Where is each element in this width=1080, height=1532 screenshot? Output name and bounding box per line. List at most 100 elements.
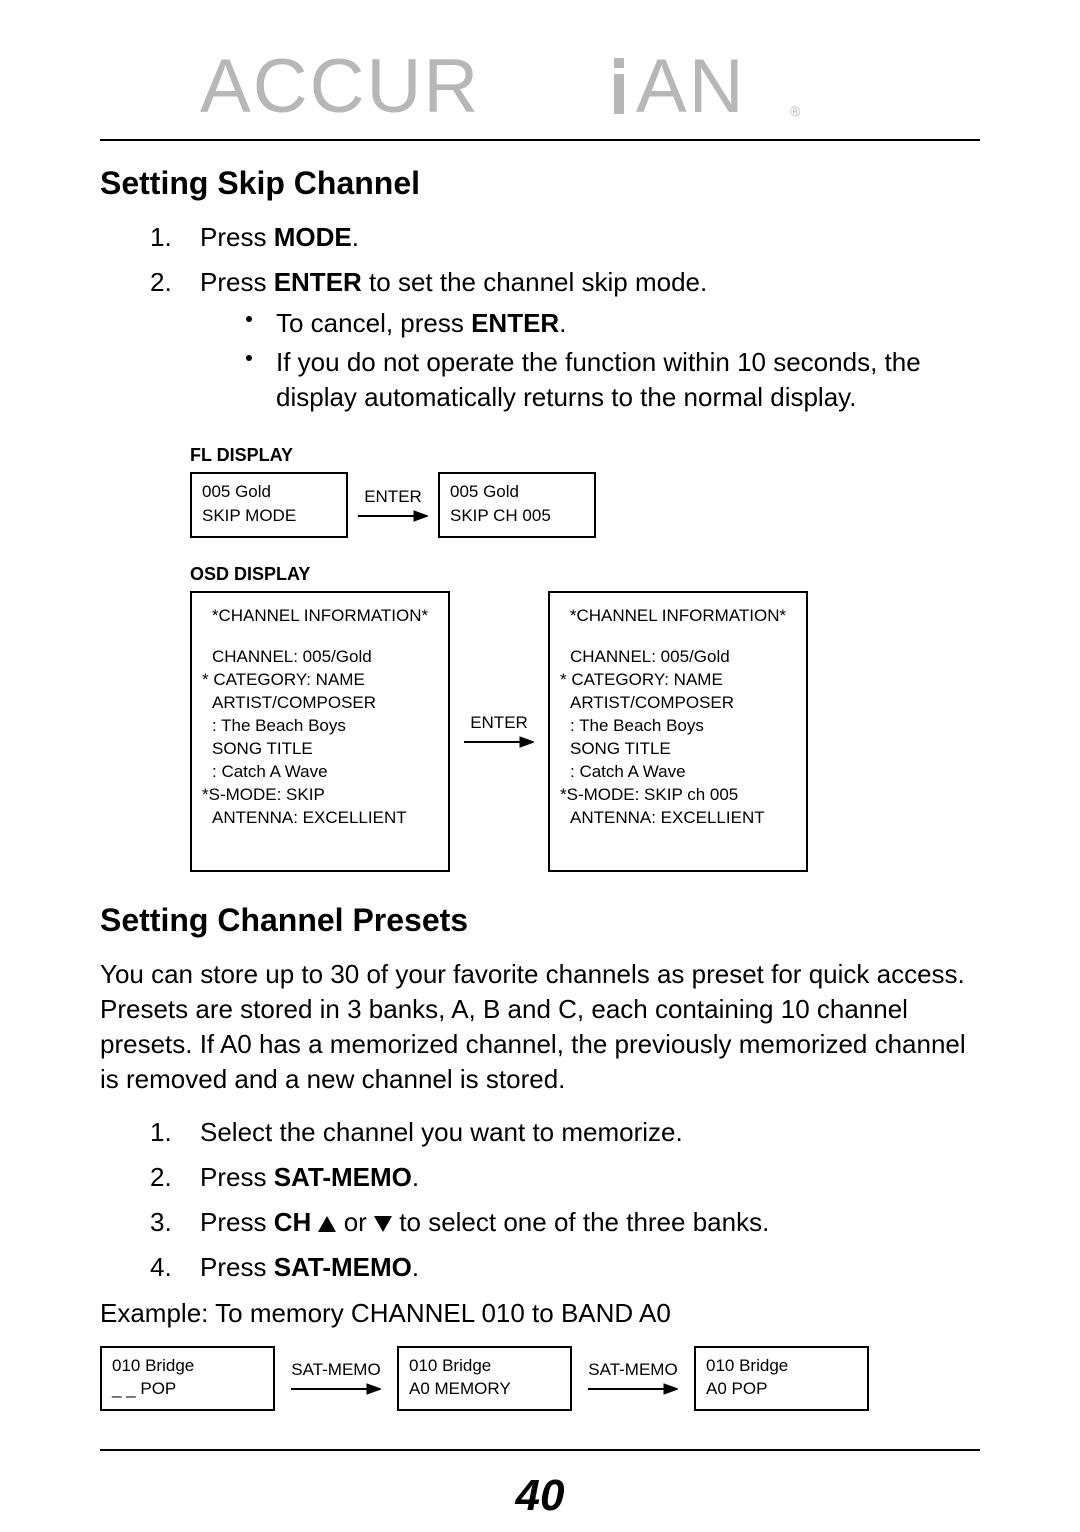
step-text-post: . (412, 1252, 419, 1282)
step-number: 2. (150, 1160, 172, 1195)
osd-line: CHANNEL: 005/Gold (560, 646, 796, 669)
step-number: 3. (150, 1205, 172, 1240)
step-text-post: to select one of the three banks. (392, 1207, 769, 1237)
example-text: Example: To memory CHANNEL 010 to BAND A… (100, 1295, 980, 1331)
fl-box-line: 005 Gold (202, 480, 336, 504)
fl-box-line: SKIP MODE (202, 504, 336, 528)
memo-line: A0 POP (706, 1377, 857, 1401)
fl-arrow: ENTER (354, 487, 432, 523)
step-number: 2. (150, 265, 172, 300)
skip-bullets: To cancel, press ENTER. If you do not op… (200, 306, 980, 415)
fl-box-line: SKIP CH 005 (450, 504, 584, 528)
osd-label: OSD DISPLAY (190, 564, 980, 585)
step-text-post: to set the channel skip mode. (362, 267, 707, 297)
osd-box-title: *CHANNEL INFORMATION* (560, 605, 796, 628)
memo-box-3: 010 Bridge A0 POP (694, 1346, 869, 1412)
osd-line: ANTENNA: EXCELLIENT (560, 807, 796, 830)
step-text-pre: Press (200, 1207, 274, 1237)
bullet-bold: ENTER (471, 308, 559, 338)
arrow-label: SAT-MEMO (588, 1360, 677, 1380)
osd-line: CHANNEL: 005/Gold (202, 646, 438, 669)
bullet-pre: To cancel, press (276, 308, 471, 338)
fl-box-1: 005 Gold SKIP MODE (190, 472, 348, 538)
fl-box-line: 005 Gold (450, 480, 584, 504)
skip-step-1: 1. Press MODE. (150, 220, 980, 255)
svg-text:AN: AN (636, 50, 746, 126)
svg-text:®: ® (790, 103, 801, 119)
osd-line: SONG TITLE (202, 738, 438, 761)
memo-box-2: 010 Bridge A0 MEMORY (397, 1346, 572, 1412)
step-number: 1. (150, 1115, 172, 1150)
svg-text:ACCUR: ACCUR (200, 50, 480, 126)
osd-display-diagram: OSD DISPLAY *CHANNEL INFORMATION* CHANNE… (190, 564, 980, 871)
memo-line: 010 Bridge (706, 1354, 857, 1378)
memo-arrow-1: SAT-MEMO (281, 1360, 391, 1396)
osd-line: * CATEGORY: NAME (202, 669, 438, 692)
step-text-pre: Press (200, 1252, 274, 1282)
arrow-label: SAT-MEMO (291, 1360, 380, 1380)
presets-step-1: 1. Select the channel you want to memori… (150, 1115, 980, 1150)
brand-logo: ACCUR AN ® (100, 50, 980, 131)
presets-step-2: 2. Press SAT-MEMO. (150, 1160, 980, 1195)
osd-line: : The Beach Boys (202, 715, 438, 738)
bullet-icon (246, 316, 252, 322)
arrow-label: ENTER (364, 487, 422, 507)
presets-paragraph: You can store up to 30 of your favorite … (100, 957, 980, 1097)
osd-box-2: *CHANNEL INFORMATION* CHANNEL: 005/Gold*… (548, 591, 808, 871)
step-number: 1. (150, 220, 172, 255)
osd-line: * CATEGORY: NAME (560, 669, 796, 692)
osd-line: SONG TITLE (560, 738, 796, 761)
step-number: 4. (150, 1250, 172, 1285)
arrow-label: ENTER (470, 713, 528, 733)
skip-step-2: 2. Press ENTER to set the channel skip m… (150, 265, 980, 415)
step-text-pre: Press (200, 222, 274, 252)
memo-line: 010 Bridge (112, 1354, 263, 1378)
step-text-bold: ENTER (274, 267, 362, 297)
bullet-post: . (559, 308, 566, 338)
presets-steps: 1. Select the channel you want to memori… (100, 1115, 980, 1285)
skip-bullet-1: To cancel, press ENTER. (246, 306, 980, 341)
bullet-text: If you do not operate the function withi… (276, 347, 921, 412)
heading-presets: Setting Channel Presets (100, 902, 980, 939)
osd-line: ARTIST/COMPOSER (560, 692, 796, 715)
memo-arrow-2: SAT-MEMO (578, 1360, 688, 1396)
osd-arrow: ENTER (460, 713, 538, 749)
bullet-icon (246, 355, 252, 361)
osd-line: ANTENNA: EXCELLIENT (202, 807, 438, 830)
fl-display-diagram: FL DISPLAY 005 Gold SKIP MODE ENTER 005 … (190, 445, 980, 871)
step-text-post: . (412, 1162, 419, 1192)
step-text: Select the channel you want to memorize. (200, 1117, 683, 1147)
presets-step-3: 3. Press CH or to select one of the thre… (150, 1205, 980, 1240)
step-text-post: . (352, 222, 359, 252)
skip-bullet-2: If you do not operate the function withi… (246, 345, 980, 415)
osd-line: : Catch A Wave (202, 761, 438, 784)
osd-box-1: *CHANNEL INFORMATION* CHANNEL: 005/Gold*… (190, 591, 450, 871)
step-text-pre: Press (200, 267, 274, 297)
osd-line: *S-MODE: SKIP (202, 784, 438, 807)
memo-line: 010 Bridge (409, 1354, 560, 1378)
memo-line: _ _ POP (112, 1377, 263, 1401)
bottom-divider (100, 1449, 980, 1451)
step-text-bold: SAT-MEMO (274, 1162, 412, 1192)
memo-diagram: 010 Bridge _ _ POP SAT-MEMO 010 Bridge A… (100, 1346, 980, 1412)
page-number: 40 (100, 1471, 980, 1521)
triangle-down-icon (374, 1207, 392, 1237)
step-text-bold: SAT-MEMO (274, 1252, 412, 1282)
triangle-up-icon (318, 1207, 336, 1237)
fl-box-2: 005 Gold SKIP CH 005 (438, 472, 596, 538)
step-text-bold: CH (274, 1207, 312, 1237)
step-text-bold: MODE (274, 222, 352, 252)
memo-line: A0 MEMORY (409, 1377, 560, 1401)
or-text: or (336, 1207, 374, 1237)
osd-line: : The Beach Boys (560, 715, 796, 738)
step-text-pre: Press (200, 1162, 274, 1192)
top-divider (100, 139, 980, 141)
osd-box-title: *CHANNEL INFORMATION* (202, 605, 438, 628)
skip-steps: 1. Press MODE. 2. Press ENTER to set the… (100, 220, 980, 415)
heading-skip: Setting Skip Channel (100, 165, 980, 202)
memo-box-1: 010 Bridge _ _ POP (100, 1346, 275, 1412)
fl-label: FL DISPLAY (190, 445, 980, 466)
osd-line: ARTIST/COMPOSER (202, 692, 438, 715)
osd-line: : Catch A Wave (560, 761, 796, 784)
osd-line: *S-MODE: SKIP ch 005 (560, 784, 796, 807)
